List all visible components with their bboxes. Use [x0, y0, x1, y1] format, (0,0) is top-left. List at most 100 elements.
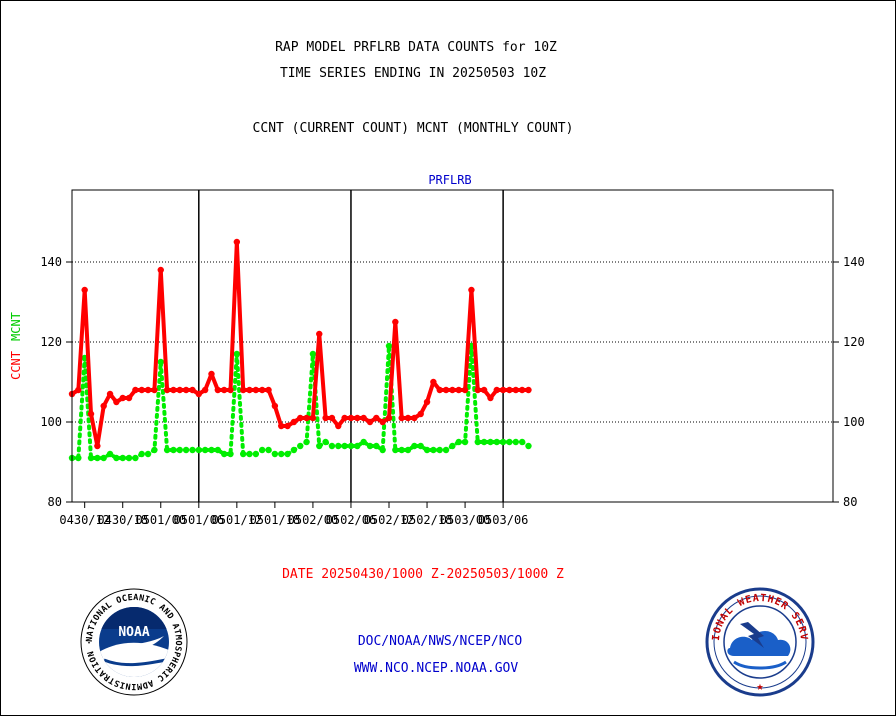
point-mcnt	[87, 454, 95, 462]
point-mcnt	[259, 446, 266, 454]
x-tick-label: 0501/12	[212, 513, 263, 527]
x-tick-label: 0501/06	[174, 513, 225, 527]
point-ccnt	[506, 386, 513, 394]
y-tick-label-left: 80	[48, 495, 62, 509]
point-mcnt	[227, 450, 234, 458]
y-tick-label-right: 100	[843, 415, 865, 429]
point-mcnt	[328, 442, 336, 450]
point-mcnt	[385, 342, 393, 350]
point-mcnt	[461, 438, 469, 446]
noaa-logo-text: NOAA	[118, 625, 149, 640]
point-mcnt	[170, 446, 177, 454]
point-ccnt	[132, 386, 139, 394]
y-tick-label-left: 120	[40, 335, 62, 349]
point-mcnt	[360, 438, 367, 446]
point-mcnt	[525, 442, 532, 450]
point-mcnt	[182, 446, 190, 454]
point-ccnt	[461, 386, 469, 394]
point-ccnt	[335, 422, 342, 430]
point-mcnt	[100, 454, 107, 462]
point-mcnt	[157, 358, 164, 366]
point-mcnt	[335, 442, 342, 450]
point-mcnt	[144, 450, 152, 458]
point-mcnt	[233, 350, 241, 358]
point-ccnt	[392, 318, 399, 326]
point-mcnt	[195, 446, 202, 454]
x-tick-label: 0502/06	[326, 513, 377, 527]
x-tick-label: 0503/00	[440, 513, 491, 527]
point-ccnt	[328, 414, 336, 422]
x-tick-label: 0502/12	[364, 513, 415, 527]
point-mcnt	[271, 450, 279, 458]
point-ccnt	[493, 386, 500, 394]
nws-star-icon: ★	[756, 679, 763, 693]
point-mcnt	[220, 450, 228, 458]
ylabel-mcnt: MCNT	[9, 312, 23, 341]
y-tick-label-left: 100	[40, 415, 62, 429]
point-ccnt	[195, 390, 202, 398]
point-mcnt	[442, 446, 450, 454]
point-mcnt	[284, 450, 291, 458]
point-ccnt	[341, 414, 348, 422]
point-mcnt	[423, 446, 431, 454]
point-mcnt	[499, 438, 507, 446]
point-ccnt	[119, 394, 126, 402]
point-ccnt	[163, 386, 171, 394]
point-ccnt	[385, 414, 393, 422]
point-mcnt	[404, 446, 412, 454]
point-ccnt	[214, 386, 222, 394]
point-mcnt	[94, 454, 101, 462]
point-mcnt	[106, 450, 114, 458]
point-ccnt	[100, 402, 107, 410]
point-ccnt	[176, 386, 183, 394]
point-ccnt	[347, 414, 355, 422]
point-ccnt	[322, 414, 329, 422]
point-ccnt	[360, 414, 367, 422]
point-mcnt	[138, 450, 145, 458]
y-tick-label-right: 120	[843, 335, 865, 349]
point-mcnt	[373, 442, 380, 450]
point-mcnt	[341, 442, 348, 450]
x-tick-label: 0503/06	[478, 513, 529, 527]
point-mcnt	[303, 438, 310, 446]
point-ccnt	[201, 386, 209, 394]
point-ccnt	[404, 414, 412, 422]
point-mcnt	[417, 442, 424, 450]
footer-url: WWW.NCO.NCEP.NOAA.GOV	[354, 661, 519, 676]
point-ccnt	[512, 386, 519, 394]
point-mcnt	[411, 442, 418, 450]
point-mcnt	[309, 350, 317, 358]
point-ccnt	[468, 286, 475, 294]
point-ccnt	[265, 386, 272, 394]
point-ccnt	[113, 398, 120, 406]
point-ccnt	[525, 386, 532, 394]
point-mcnt	[430, 446, 437, 454]
point-mcnt	[208, 446, 215, 454]
point-ccnt	[499, 386, 507, 394]
point-ccnt	[157, 266, 164, 274]
y-axis-label: CCNT MCNT	[9, 312, 23, 380]
point-ccnt	[227, 386, 234, 394]
x-tick-label: 0430/18	[97, 513, 148, 527]
footer-date-range: DATE 20250430/1000 Z-20250503/1000 Z	[282, 567, 564, 582]
x-tick-label: 0430/12	[59, 513, 110, 527]
point-ccnt	[239, 386, 247, 394]
point-mcnt	[493, 438, 500, 446]
point-mcnt	[119, 454, 126, 462]
point-ccnt	[284, 422, 291, 430]
point-ccnt	[373, 414, 380, 422]
point-mcnt	[354, 442, 361, 450]
point-ccnt	[170, 386, 177, 394]
chart-title-line1: RAP MODEL PRFLRB DATA COUNTS for 10Z	[275, 40, 557, 55]
noaa-logo: NATIONAL OCEANIC AND ATMOSPHERIC ADMINIS…	[80, 588, 188, 696]
point-ccnt	[417, 410, 424, 418]
plot-area-border	[71, 189, 834, 503]
x-tick-label: 0502/00	[288, 513, 339, 527]
point-mcnt	[125, 454, 133, 462]
point-ccnt	[487, 394, 494, 402]
ylabel-ccnt: CCNT	[9, 351, 23, 380]
point-ccnt	[81, 286, 88, 294]
y-tick-label-right: 80	[843, 495, 857, 509]
